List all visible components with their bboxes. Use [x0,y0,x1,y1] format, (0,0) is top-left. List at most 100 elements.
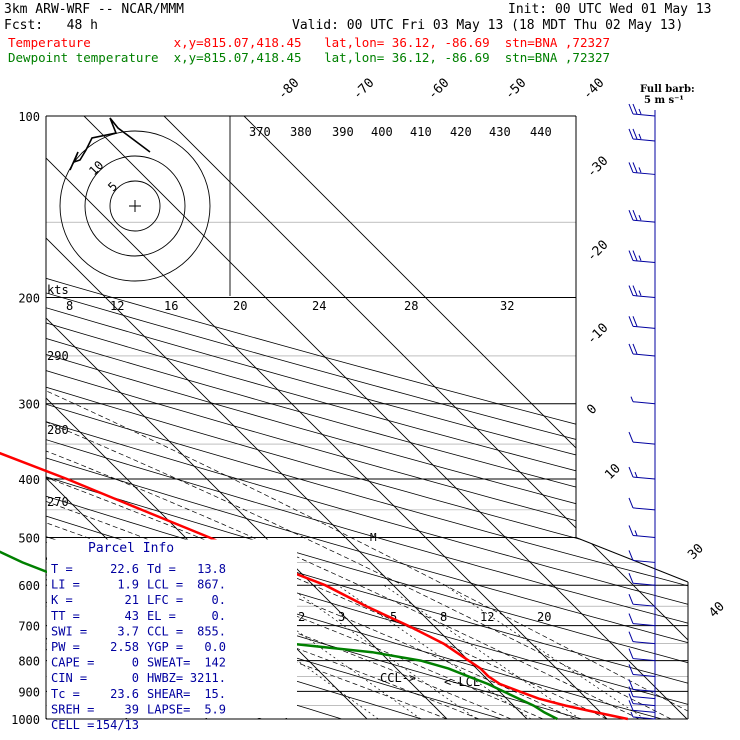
pressure-label-800: 800 [18,655,40,669]
wind-barb [628,525,656,538]
parcel-value: 3.7 [117,624,139,638]
parcel-label: EL = [147,609,176,623]
lcl-label: <-LCL [444,675,480,689]
wind-barbs: Full barb:5 m s⁻¹ [628,84,695,720]
theta-label: 410 [410,125,432,139]
mixing-ratio-label: 5 [390,610,397,624]
parcel-label: K = [51,593,73,607]
parcel-label: SREH = [51,702,94,716]
wind-barb [628,466,656,480]
theta-label: 420 [450,125,472,139]
moist-adiabat-0 [46,303,448,719]
theta-label: 440 [530,125,552,139]
isotherm-10 [46,116,528,719]
marker-label: M [370,531,377,544]
mixing-ratio-label: 8 [440,610,447,624]
hodograph-trace [69,117,151,171]
parcel-label: YGP = [147,640,183,654]
parcel-label: CCL = [147,624,183,638]
dry-adiabat-420 [46,116,688,719]
hodograph-speed-label: 24 [312,299,326,313]
pressure-label-200: 200 [18,292,40,306]
model-title: 3km ARW-WRF -- NCAR/MMM [4,2,185,17]
hodograph-speed-label: 12 [110,299,124,313]
hodograph-speed-label: 8 [66,299,73,313]
dewpoint-legend: Dewpoint temperature x,y=815.07,418.45 l… [8,50,611,65]
parcel-value: 2.58 [110,640,139,654]
parcel-value: 142 [204,656,226,670]
parcel-value: 0. [212,609,226,623]
pressure-label-400: 400 [18,473,40,487]
wind-barb [628,679,656,692]
hodograph-ring-2 [84,155,186,257]
theta-label: 400 [371,125,393,139]
pressure-label-300: 300 [18,398,40,412]
isotherm-label: 0 [584,402,600,418]
theta-label: 430 [489,125,511,139]
dry-adiabat-410 [46,116,688,719]
parcel-value: 23.6 [110,687,139,701]
wind-barb [628,316,656,329]
parcel-label: Tc = [51,687,80,701]
wind-barb [628,128,656,142]
parcel-label: LI = [51,578,80,592]
parcel-value: 5.9 [204,702,226,716]
parcel-label: SWI = [51,624,87,638]
dry-adiabat-370 [46,116,688,719]
parcel-label: T = [51,562,73,576]
theta-label: 390 [332,125,354,139]
parcel-label: LCL = [147,578,183,592]
mixing-ratio-label: 12 [480,610,494,624]
isotherm-40 [163,116,688,719]
parcel-value: 0.0 [204,640,226,654]
parcel-label: CAPE = [51,656,94,670]
wind-barb [628,648,656,662]
temperature-legend: Temperature x,y=815.07,418.45 lat,lon= 3… [8,35,611,50]
hodograph-ring-1 [109,180,161,232]
wind-barb [628,497,656,511]
parcel-label: TT = [51,609,80,623]
parcel-value: 39 [125,702,139,716]
forecast-hour: Fcst: 48 h [4,18,98,33]
pressure-label-900: 900 [18,685,40,699]
parcel-value: 13.8 [197,562,226,576]
theta-label: 370 [249,125,271,139]
dry-adiabat-330 [46,116,688,719]
parcel-info-bg [47,539,297,718]
wind-barb [628,162,656,175]
wind-barb [628,700,656,713]
barb-note-1: Full barb: [640,84,695,95]
isotherm-label: -30 [584,154,611,181]
dry-adiabat-340 [46,116,688,719]
parcel-value: 21 [125,593,139,607]
mixing-ratio-label: 20 [537,610,551,624]
parcel-label: LFC = [147,593,183,607]
wind-barb [628,613,656,627]
parcel-label: CIN = [51,671,87,685]
hodograph-ring-label: 5 [105,179,120,194]
dry-adiabat-360 [46,116,688,719]
isotherm-20 [46,116,608,719]
pressure-label-700: 700 [18,620,40,634]
pressure-label-1000: 1000 [11,713,40,727]
dewpoint-profile [0,550,558,721]
wind-barb [630,711,656,720]
isotherm-label: 10 [602,461,624,483]
wind-barb [628,594,656,607]
theta-label: 270 [47,495,69,509]
init-time: Init: 00 UTC Wed 01 May 13 [508,2,712,17]
parcel-info-table: Parcel Info T = 22.6 Td = 13.8 LI = 1.9 LCL = 86… [47,539,297,732]
temperature-profile [0,451,629,721]
parcel-label: HWBZ= [147,671,183,685]
mixing-ratio-label: 2 [298,610,305,624]
hodograph-unit-label: kts [47,283,69,297]
wind-barb [628,209,656,223]
dry-adiabat-440 [46,116,688,719]
wind-barb [628,343,656,357]
wind-barb [628,573,656,586]
isotherm-30 [83,116,688,719]
dry-adiabat-270 [46,116,466,719]
hodograph: 510 [59,117,211,282]
parcel-value: 3211. [190,671,226,685]
